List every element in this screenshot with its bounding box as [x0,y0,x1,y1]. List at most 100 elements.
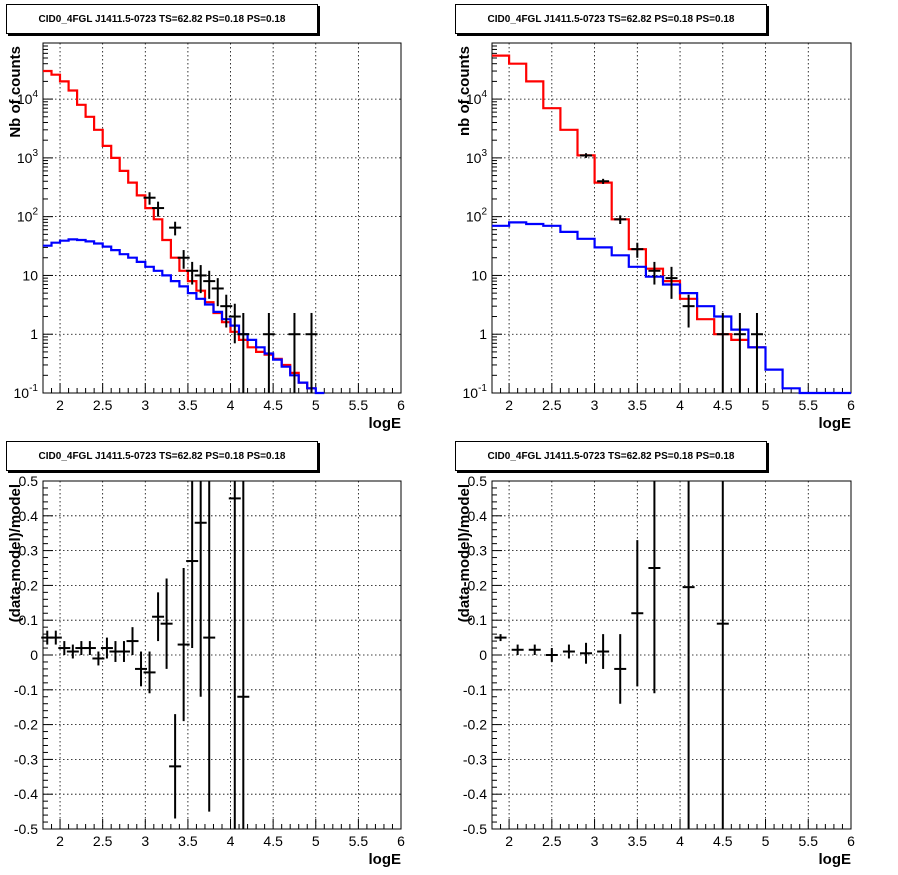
y-tick-label: 0 [479,647,487,663]
tick-label-exponent: 2 [32,207,38,218]
panel-4-title: CID0_4FGL J1411.5-0723 TS=62.82 PS=0.18 … [455,441,767,471]
tick-labels: 2 2.5 3 3.5 4 4.5 5 5.5 6 -0.5 -0.4 -0.3 -0.2 -0.1 0 0.… [463,473,855,849]
y-tick-label: 1 [479,326,487,342]
y-tick-label: -0.3 [14,751,38,767]
data-point [186,261,199,285]
tick-label-exponent: 4 [32,89,38,100]
data-point [169,714,182,819]
total-model-histogram [492,54,766,349]
x-axis-title: logE [369,851,402,868]
data-point [143,651,156,694]
data-point [211,278,224,307]
ticks [42,480,402,830]
data-point [648,481,661,694]
data-point [152,201,165,217]
data-point [631,540,644,687]
data-point [117,641,130,662]
y-tick-label: 10 [471,267,487,283]
tick-label-exponent: 4 [481,89,487,100]
data-point [494,634,507,642]
y-tick-label: 0.2 [19,577,39,593]
x-axis-title: logE [819,415,852,432]
x-tick-label: 3.5 [628,397,648,413]
ticks [491,480,852,830]
y-tick-label: -0.1 [14,682,38,698]
data-point [177,250,190,269]
source-model-histogram [43,238,325,395]
x-tick-label: 4 [227,833,235,849]
data-point [580,153,593,158]
data-point [66,644,79,659]
data-point [262,312,275,393]
y-tick-label: 102 [466,207,488,225]
tick-label-base: 10 [17,91,33,107]
x-tick-label: 6 [847,833,855,849]
tick-label-base: 10 [17,209,33,225]
x-tick-label: 6 [847,397,855,413]
x-tick-label: 4.5 [263,833,283,849]
data-point [228,303,241,344]
y-tick-label: 102 [17,207,39,225]
panel-1: 2 2.5 3 3.5 4 4.5 5 5.5 610-1110102103104logENb … [7,42,405,432]
x-tick-label: 4.5 [713,397,733,413]
y-tick-label: 0.4 [468,508,488,524]
x-tick-label: 3 [591,833,599,849]
grid [492,43,851,393]
x-tick-label: 6 [397,397,405,413]
data-point [682,294,695,328]
data-point [194,481,207,697]
panel-3-title: CID0_4FGL J1411.5-0723 TS=62.82 PS=0.18 … [6,441,318,471]
y-tick-label: 104 [17,89,39,107]
data-point [203,270,216,299]
panel-4: 2 2.5 3 3.5 4 4.5 5 5.5 6 -0.5 -0.4 -0.3 -0.2 -0.1 0 0.… [456,473,855,868]
x-tick-label: 5 [312,833,320,849]
x-tick-label: 5 [762,833,770,849]
data-point [92,651,105,666]
ticks [491,42,852,394]
grid [43,481,401,829]
data-point [143,192,156,205]
data-point [597,634,610,669]
data-point [169,221,182,236]
data-point [648,261,661,285]
x-tick-label: 2 [56,833,64,849]
tick-label-base: 10 [463,385,479,401]
data-point [562,644,575,659]
y-tick-label: -0.3 [463,751,487,767]
plot-area [494,481,729,829]
y-tick-label: -0.5 [463,821,487,837]
data-point [682,481,695,829]
data-point [49,630,62,645]
data-point [100,637,113,659]
data-point [511,644,524,655]
x-tick-label: 4 [227,397,235,413]
plot-area [492,54,851,395]
y-tick-label: 10 [22,267,38,283]
x-tick-label: 3 [141,833,149,849]
data-point [631,242,644,258]
x-tick-label: 5.5 [349,397,369,413]
data-point [716,481,729,829]
x-tick-label: 3 [141,397,149,413]
y-tick-label: -0.2 [463,717,487,733]
x-tick-label: 2.5 [542,397,562,413]
total-model-histogram [43,69,316,390]
y-tick-label: 0.1 [19,612,39,628]
data-point [126,627,139,655]
tick-label-base: 10 [466,91,482,107]
tick-labels: 2 2.5 3 3.5 4 4.5 5 5.5 6 -0.5 -0.4 -0.3 -0.2 -0.1 0 0.… [14,473,405,849]
y-axis-title: (data-model)/model [7,484,24,622]
y-tick-label: 10-1 [463,383,488,401]
tick-label-base: 10 [466,150,482,166]
y-tick-label: 0.5 [468,473,488,489]
y-tick-label: -0.4 [14,786,38,802]
tick-label-exponent: -1 [29,383,38,394]
x-tick-label: 2 [56,397,64,413]
data-point [597,178,610,184]
data-point [177,568,190,722]
x-tick-label: 6 [397,833,405,849]
y-tick-label: -0.5 [14,821,38,837]
y-tick-label: 1 [30,326,38,342]
panel-3: 2 2.5 3 3.5 4 4.5 5 5.5 6 -0.5 -0.4 -0.3 -0.2 -0.1 0 0.… [7,473,405,868]
